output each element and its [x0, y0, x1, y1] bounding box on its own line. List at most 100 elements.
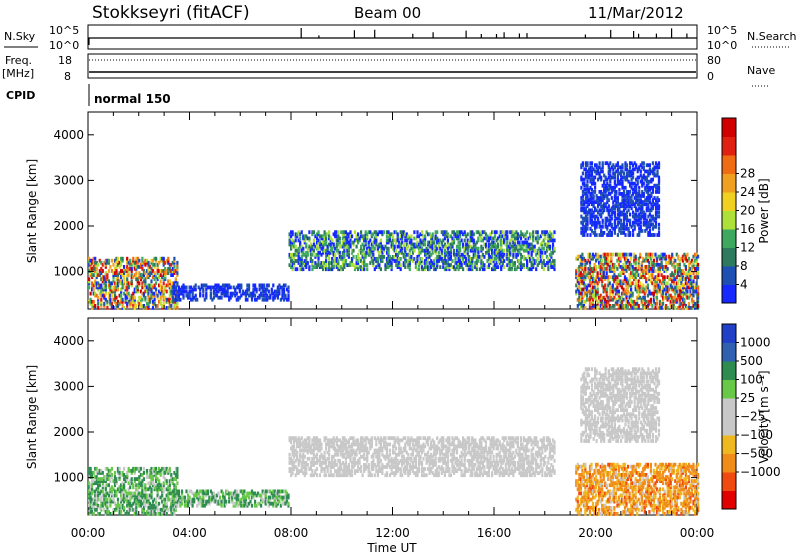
data-cell	[606, 196, 609, 200]
data-cell	[539, 234, 542, 239]
data-cell	[346, 238, 349, 243]
data-cell	[170, 262, 173, 267]
data-cell	[95, 475, 98, 479]
data-cell	[639, 198, 642, 202]
data-cell	[116, 304, 120, 308]
data-cell	[113, 489, 117, 494]
data-cell	[616, 173, 619, 178]
data-cell	[97, 485, 100, 490]
data-cell	[597, 200, 600, 204]
data-cell	[308, 236, 311, 241]
data-cell	[305, 234, 308, 239]
data-cell	[602, 301, 605, 306]
data-cell	[501, 240, 504, 245]
data-cell	[176, 271, 179, 275]
data-cell	[613, 222, 616, 227]
data-cell	[603, 179, 606, 184]
data-cell	[610, 285, 613, 290]
data-cell	[103, 493, 106, 498]
data-cell	[590, 171, 594, 176]
nsky-strip-frame	[87, 24, 698, 50]
data-cell	[486, 238, 489, 243]
data-cell	[578, 289, 581, 294]
data-cell	[132, 275, 135, 280]
data-cell	[640, 287, 643, 292]
data-cell	[622, 306, 625, 310]
data-cell	[296, 232, 299, 237]
data-cell	[130, 491, 133, 496]
data-cell	[513, 242, 516, 247]
data-cell	[647, 163, 650, 168]
data-cell	[582, 281, 585, 286]
data-cell	[642, 304, 645, 308]
data-cell	[588, 289, 592, 294]
data-cell	[500, 240, 503, 245]
data-cell	[130, 275, 133, 280]
data-cell	[130, 283, 133, 288]
data-cell	[174, 293, 177, 298]
cpid-value: normal 150	[94, 92, 171, 106]
data-cell	[123, 487, 126, 492]
data-cell	[639, 226, 642, 231]
data-cell	[113, 271, 117, 275]
data-cell	[115, 295, 118, 300]
data-cell	[260, 291, 263, 296]
data-cell	[187, 493, 190, 498]
data-cell	[635, 220, 638, 225]
data-cell	[448, 234, 451, 239]
data-cell	[484, 232, 488, 237]
data-cell	[331, 267, 334, 272]
data-cell	[121, 306, 124, 310]
data-cell	[214, 291, 217, 296]
data-cell	[576, 287, 579, 292]
data-cell	[430, 261, 433, 265]
data-cell	[357, 255, 360, 259]
data-cell	[650, 202, 653, 207]
data-cell	[309, 244, 312, 249]
data-cell	[205, 295, 208, 300]
data-cell	[132, 483, 135, 488]
data-cell	[179, 297, 182, 302]
data-cell	[148, 505, 152, 510]
data-cell	[431, 261, 434, 265]
data-cell	[150, 287, 153, 292]
data-cell	[311, 267, 314, 272]
data-cell	[469, 261, 472, 265]
data-cell	[494, 244, 497, 249]
data-cell	[121, 256, 124, 261]
data-cell	[135, 495, 138, 500]
data-cell	[305, 255, 308, 259]
data-cell	[237, 285, 240, 290]
data-cell	[584, 229, 587, 233]
data-cell	[104, 479, 107, 483]
data-cell	[164, 471, 167, 475]
data-cell	[346, 263, 349, 267]
data-cell	[247, 283, 251, 288]
data-cell	[674, 271, 677, 275]
data-cell	[431, 244, 434, 249]
data-cell	[612, 204, 615, 209]
data-cell	[164, 507, 167, 512]
data-cell	[604, 216, 607, 221]
data-cell	[282, 287, 286, 292]
data-cell	[325, 259, 328, 263]
data-cell	[618, 214, 621, 219]
data-cell	[159, 287, 162, 292]
data-cell	[535, 259, 538, 263]
data-cell	[610, 233, 613, 237]
data-cell	[638, 226, 641, 231]
data-cell	[598, 175, 601, 180]
data-cell	[402, 263, 405, 267]
data-cell	[109, 281, 112, 286]
data-cell	[623, 258, 627, 263]
data-cell	[506, 257, 509, 261]
data-cell	[341, 257, 344, 261]
data-cell	[288, 238, 291, 243]
data-cell	[428, 232, 431, 237]
data-cell	[637, 287, 640, 292]
data-cell	[636, 169, 639, 174]
data-cell	[381, 244, 384, 249]
data-cell	[294, 252, 297, 257]
data-cell	[606, 181, 609, 186]
data-cell	[379, 267, 382, 272]
